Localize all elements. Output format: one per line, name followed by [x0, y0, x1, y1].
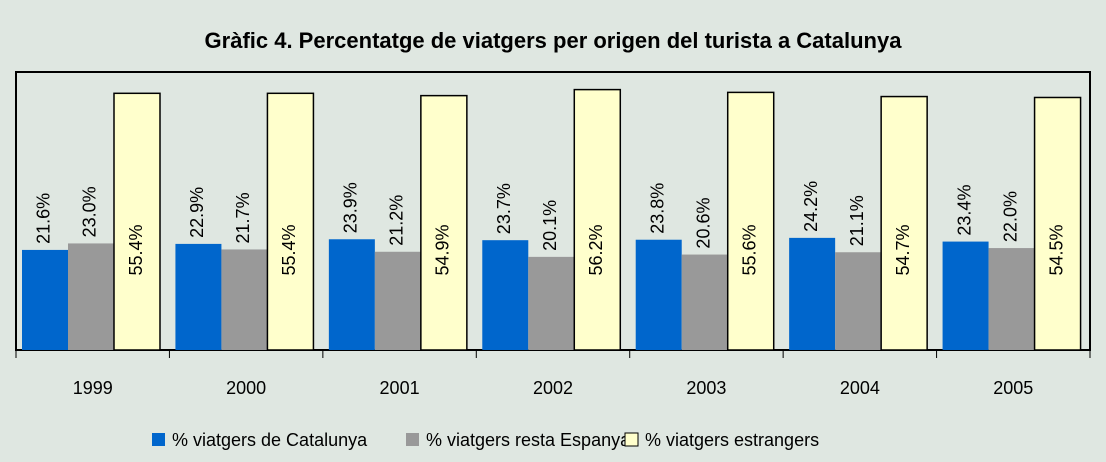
x-tick-label: 2003 — [686, 378, 726, 398]
chart-title: Gràfic 4. Percentatge de viatgers per or… — [205, 28, 903, 53]
legend-swatch — [406, 433, 419, 446]
legend-label: % viatgers de Catalunya — [172, 430, 368, 450]
bar — [942, 241, 989, 350]
bar — [1033, 96, 1082, 351]
x-tick-label: 2005 — [993, 378, 1033, 398]
data-label: 23.8% — [647, 183, 667, 234]
data-label: 21.2% — [387, 195, 407, 246]
bar — [420, 94, 468, 351]
data-label: 21.1% — [847, 195, 867, 246]
data-label: 54.9% — [433, 224, 453, 275]
data-label: 21.7% — [233, 192, 253, 243]
data-label: 55.6% — [739, 224, 759, 275]
data-label: 20.6% — [693, 198, 713, 249]
data-label: 23.0% — [80, 186, 100, 237]
bar — [726, 91, 775, 351]
data-label: 22.9% — [187, 187, 207, 238]
bar — [482, 240, 529, 350]
x-tick-label: 2001 — [380, 378, 420, 398]
bar — [374, 251, 421, 350]
bar — [988, 248, 1035, 350]
bar — [880, 95, 928, 351]
data-label: 20.1% — [540, 200, 560, 251]
data-label: 55.4% — [126, 224, 146, 275]
bar — [22, 249, 68, 350]
legend-label: % viatgers estrangers — [645, 430, 819, 450]
bar — [113, 92, 161, 351]
data-label: 21.6% — [34, 193, 54, 244]
data-label: 23.9% — [341, 182, 361, 233]
x-tick-label: 2004 — [840, 378, 880, 398]
data-label: 23.4% — [954, 185, 974, 236]
legend-swatch — [152, 433, 165, 446]
bar — [573, 88, 622, 351]
bar — [835, 252, 882, 350]
bar — [789, 237, 836, 350]
x-tick-label: 1999 — [73, 378, 113, 398]
data-label: 56.2% — [586, 224, 606, 275]
data-label: 54.7% — [893, 224, 913, 275]
data-label: 55.4% — [279, 224, 299, 275]
data-label: 22.0% — [1000, 191, 1020, 242]
data-label: 54.5% — [1046, 224, 1066, 275]
bar — [328, 239, 375, 350]
bar — [528, 256, 575, 350]
legend-label: % viatgers resta Espanya — [426, 430, 631, 450]
bar — [68, 243, 114, 350]
bar — [681, 254, 728, 350]
legend-swatch — [624, 432, 639, 447]
x-tick-label: 2002 — [533, 378, 573, 398]
bar — [635, 239, 682, 350]
bar — [221, 249, 268, 350]
data-label: 23.7% — [494, 183, 514, 234]
data-label: 24.2% — [801, 181, 821, 232]
bar — [175, 243, 222, 350]
x-tick-label: 2000 — [226, 378, 266, 398]
bar — [266, 92, 315, 351]
